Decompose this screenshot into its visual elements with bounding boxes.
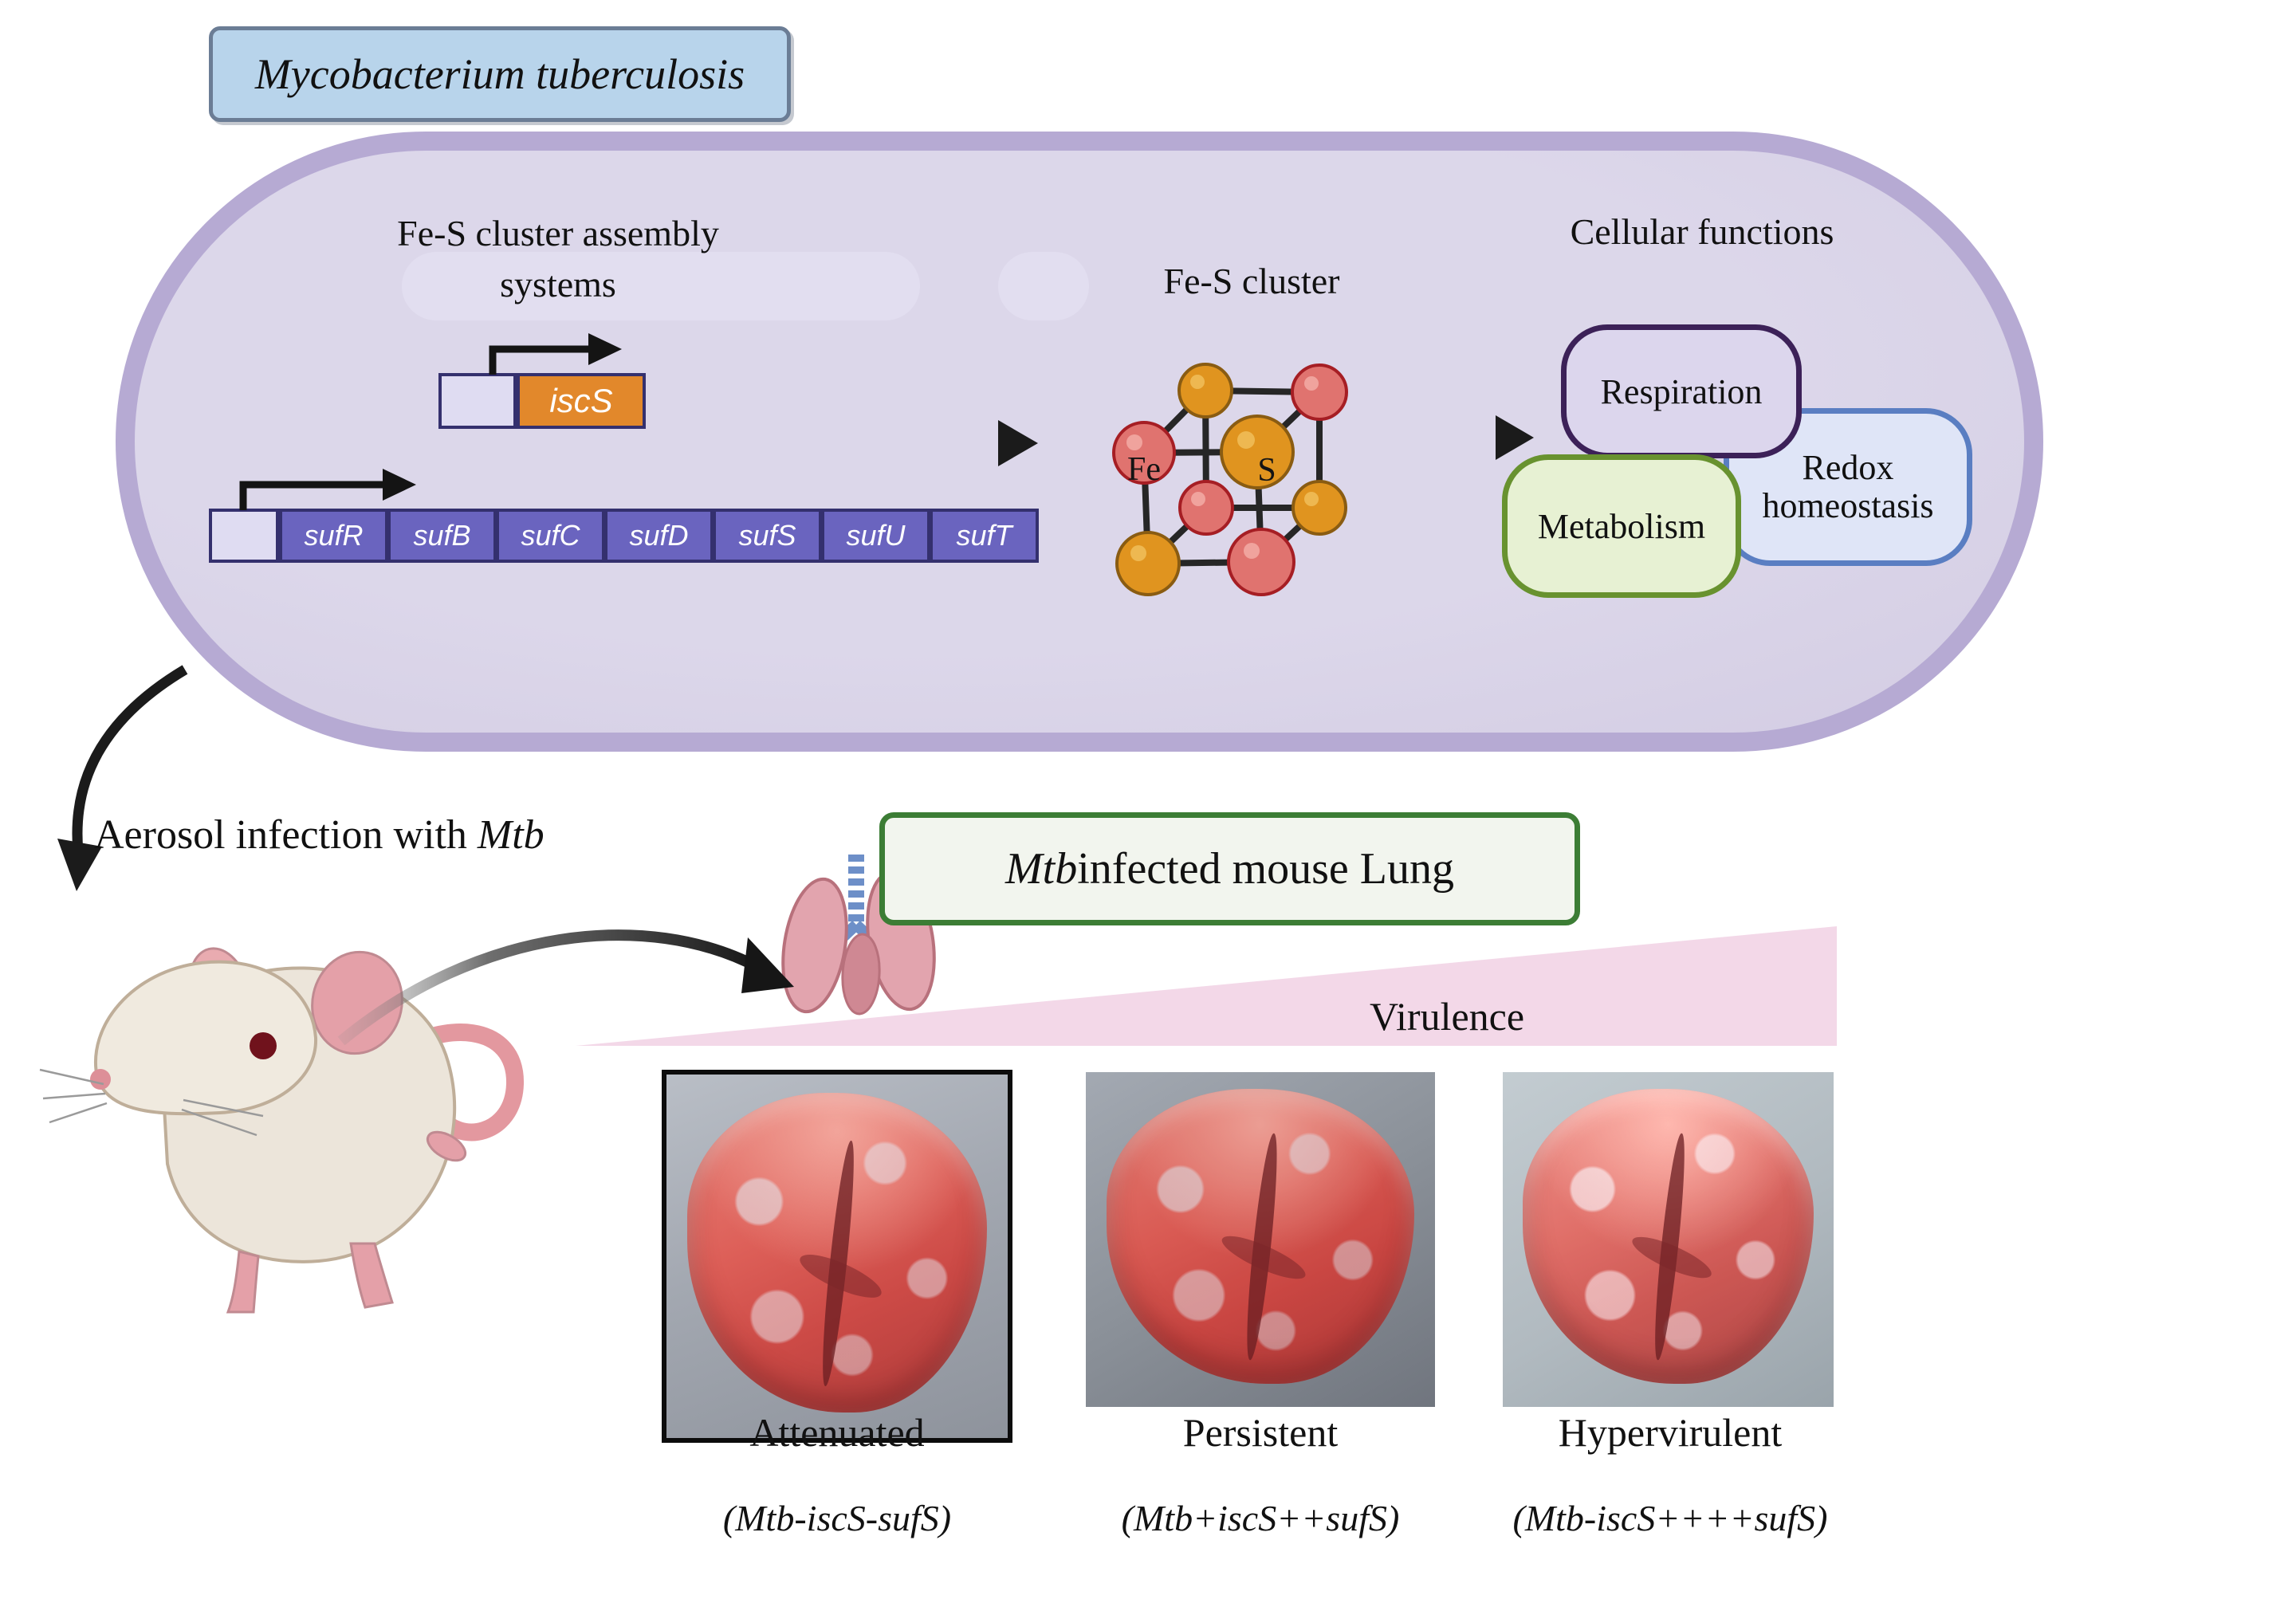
capsule-highlight-pill	[998, 252, 1089, 320]
respiration-box: Respiration	[1561, 324, 1802, 458]
mouse-to-lung-arrow	[337, 929, 794, 1046]
assembly-systems-heading-line2: systems	[500, 264, 616, 305]
suf-promoter-box	[209, 509, 279, 563]
lung-photo-attenuated	[662, 1070, 1012, 1443]
lung-box-mtb: Mtb	[1005, 844, 1078, 894]
metabolism-label: Metabolism	[1537, 506, 1706, 546]
metabolism-box: Metabolism	[1502, 454, 1741, 598]
sufU-gene-box: sufU	[821, 509, 930, 563]
organism-title: Mycobacterium tuberculosis	[254, 50, 745, 98]
sufD-gene-box: sufD	[604, 509, 714, 563]
mouse-nose	[90, 1069, 111, 1090]
mouse-tail	[366, 1024, 525, 1141]
sufU-gene-label: sufU	[846, 519, 906, 552]
iscS-gene-box: iscS	[517, 373, 646, 429]
aerosol-infection-prefix: Aerosol infection with	[94, 812, 478, 858]
sufT-gene-box: sufT	[930, 509, 1039, 563]
mouse-eye	[250, 1032, 277, 1059]
fes-cluster-heading: Fe-S cluster	[1163, 261, 1340, 301]
virulence-label: Virulence	[1369, 994, 1525, 1039]
redox-homeostasis-label: Redox homeostasis	[1762, 447, 1934, 525]
aerosol-infection-text: Aerosol infection with Mtb	[94, 811, 700, 859]
sufR-gene-box: sufR	[279, 509, 388, 563]
mouse-hind-leg	[349, 1242, 394, 1309]
mouse-whiskers	[39, 1068, 264, 1137]
lung-left-lobe	[781, 877, 848, 1014]
outcome-name-hypervirulent: Hypervirulent	[1558, 1410, 1783, 1455]
sufS-gene-box: sufS	[713, 509, 822, 563]
sufT-gene-label: sufT	[956, 519, 1012, 552]
sufR-gene-label: sufR	[304, 519, 364, 552]
outcome-genotype-hypervirulent: (Mtb-iscS++++sufS)	[1512, 1498, 1828, 1538]
sufB-gene-label: sufB	[413, 519, 471, 552]
outcome-name-attenuated: Attenuated	[749, 1410, 925, 1455]
lung-photo-persistent	[1086, 1072, 1435, 1407]
iscS-promoter-box	[438, 373, 517, 429]
mouse-ear-left	[188, 947, 250, 1035]
mouse-ear-right	[311, 950, 403, 1055]
mouse-head	[94, 960, 318, 1116]
sufC-gene-box: sufC	[496, 509, 605, 563]
capsule-highlight-pill	[402, 252, 920, 320]
virulence-gradient-triangle	[576, 926, 1837, 1046]
outcome-name-persistent: Persistent	[1182, 1410, 1339, 1455]
iscS-gene-label: iscS	[549, 382, 613, 419]
mouse-illustration	[39, 947, 525, 1314]
aerosol-infection-mtb: Mtb	[477, 812, 545, 858]
mouse-paw	[426, 1130, 467, 1162]
cellular-functions-heading: Cellular functions	[1570, 211, 1834, 252]
bronchi	[825, 920, 887, 955]
lung-photo-hypervirulent	[1503, 1072, 1834, 1407]
outcome-genotype-attenuated: (Mtb-iscS-sufS)	[722, 1498, 952, 1538]
mouse-body	[157, 966, 457, 1263]
sufS-gene-label: sufS	[738, 519, 796, 552]
respiration-label: Respiration	[1600, 371, 1763, 411]
assembly-systems-heading-line1: Fe-S cluster assembly	[397, 213, 719, 253]
sufB-gene-box: sufB	[387, 509, 497, 563]
organism-title-box: Mycobacterium tuberculosis	[209, 26, 791, 122]
lung-box-rest: infected mouse Lung	[1077, 844, 1454, 894]
outcome-genotype-persistent: (Mtb+iscS++sufS)	[1121, 1498, 1400, 1538]
lung-inner-lobe	[841, 933, 881, 1016]
mouse-front-leg	[226, 1250, 260, 1314]
infected-lung-title-box: Mtb infected mouse Lung	[879, 812, 1580, 925]
sufD-gene-label: sufD	[629, 519, 689, 552]
sufC-gene-label: sufC	[521, 519, 580, 552]
